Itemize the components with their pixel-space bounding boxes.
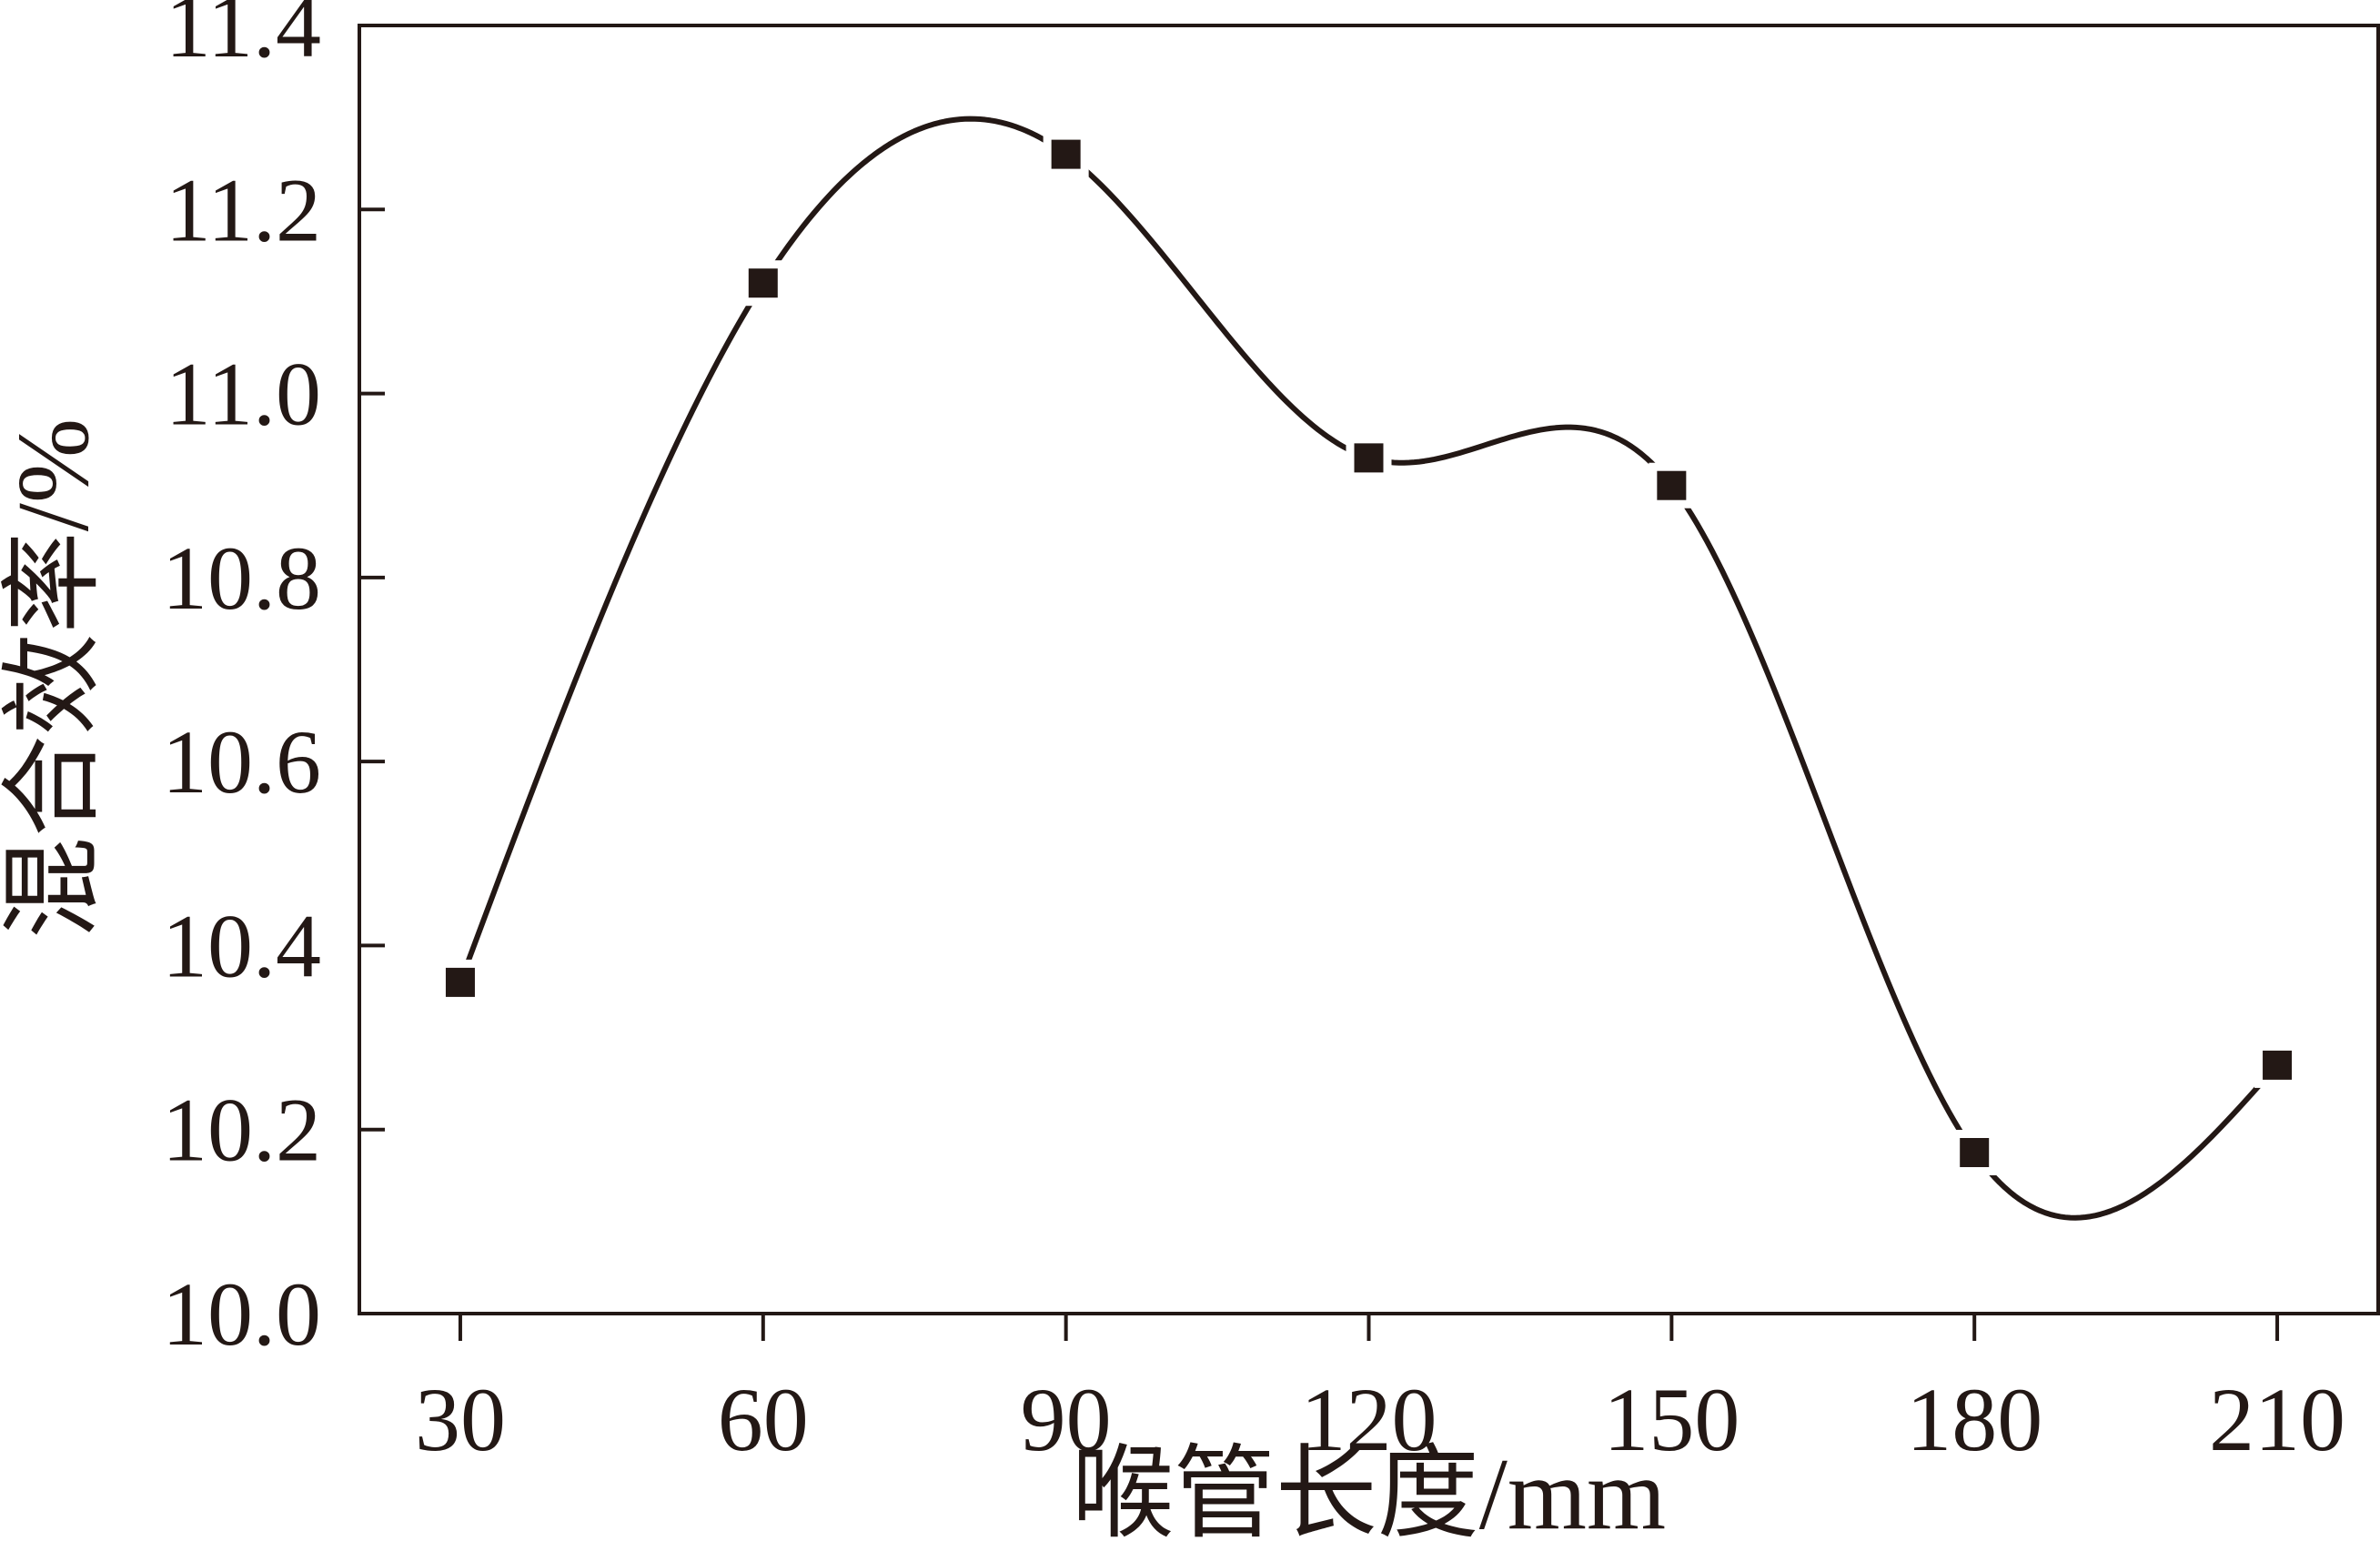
x-tick-label: 150 bbox=[1603, 1369, 1740, 1470]
data-point bbox=[1346, 435, 1392, 481]
y-axis-title: 混合效率/% bbox=[0, 418, 110, 939]
data-point bbox=[1649, 462, 1695, 509]
y-tick-label: 10.0 bbox=[162, 1264, 321, 1365]
data-point bbox=[1951, 1130, 1998, 1175]
x-tick-label: 90 bbox=[1021, 1369, 1112, 1470]
plot-frame bbox=[358, 24, 2380, 1315]
y-axis: 10.0 10.2 10.4 10.6 10.8 11.0 11.2 11.4 bbox=[162, 0, 385, 1365]
x-tick-label: 30 bbox=[415, 1369, 506, 1470]
x-tick-label: 120 bbox=[1301, 1369, 1437, 1470]
y-tick-label: 11.4 bbox=[166, 0, 321, 76]
x-tick-label: 60 bbox=[718, 1369, 809, 1470]
y-tick-label: 10.4 bbox=[162, 895, 321, 996]
x-tick-label: 180 bbox=[1906, 1369, 2042, 1470]
x-axis-title: 喉管长度/mm bbox=[1072, 1438, 1666, 1541]
data-point-marker bbox=[2263, 1050, 2293, 1080]
data-point-marker bbox=[1051, 139, 1081, 169]
x-tick-label: 210 bbox=[2209, 1369, 2345, 1470]
x-axis: 30 60 90 120 150 180 210 bbox=[415, 1314, 2345, 1470]
data-point bbox=[1043, 131, 1089, 177]
series-curve bbox=[457, 116, 2281, 1221]
plot-border bbox=[358, 24, 2380, 1315]
y-tick-label: 10.8 bbox=[162, 528, 321, 629]
data-point bbox=[740, 260, 786, 307]
data-point bbox=[437, 959, 483, 1005]
y-tick-label: 11.0 bbox=[166, 344, 321, 445]
data-point-marker bbox=[1960, 1138, 1990, 1167]
y-tick-label: 10.6 bbox=[162, 711, 321, 812]
data-point-marker bbox=[445, 967, 475, 997]
y-tick-label: 10.2 bbox=[162, 1080, 321, 1181]
data-point bbox=[2254, 1042, 2301, 1088]
series-points bbox=[437, 131, 2301, 1175]
data-point-marker bbox=[1657, 470, 1687, 500]
data-point-marker bbox=[748, 268, 778, 298]
y-tick-label: 11.2 bbox=[166, 159, 321, 260]
data-point-marker bbox=[1354, 443, 1384, 473]
